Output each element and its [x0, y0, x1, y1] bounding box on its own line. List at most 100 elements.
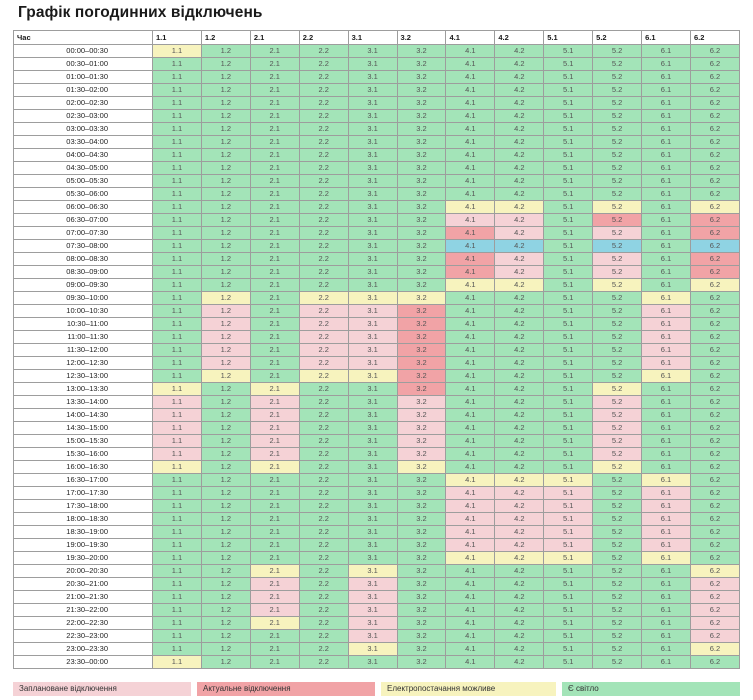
schedule-cell: 4.1: [445, 486, 496, 500]
schedule-cell: 5.2: [592, 499, 643, 513]
schedule-cell: 2.2: [298, 551, 349, 565]
schedule-cell: 1.2: [200, 473, 251, 487]
schedule-cell: 4.2: [494, 655, 545, 669]
schedule-cell: 6.1: [641, 564, 691, 578]
schedule-cell: 4.2: [494, 447, 545, 461]
schedule-cell: 6.1: [641, 83, 691, 97]
schedule-cell: 1.2: [200, 447, 251, 461]
time-slot-label: 00:30–01:00: [13, 57, 153, 71]
schedule-cell: 6.2: [689, 538, 741, 552]
schedule-cell: 5.1: [543, 629, 594, 643]
schedule-cell: 2.1: [249, 629, 300, 643]
schedule-cell: 5.1: [543, 44, 594, 58]
schedule-cell: 2.2: [298, 122, 349, 136]
schedule-cell: 3.1: [347, 330, 398, 344]
time-slot-label: 03:00–03:30: [13, 122, 153, 136]
time-slot-label: 11:00–11:30: [13, 330, 153, 344]
schedule-cell: 4.1: [445, 278, 496, 292]
schedule-cell: 2.2: [298, 278, 349, 292]
schedule-cell: 4.2: [494, 70, 545, 84]
time-slot-label: 18:30–19:00: [13, 525, 153, 539]
schedule-cell: 5.1: [543, 499, 594, 513]
schedule-cell: 6.2: [689, 408, 741, 422]
schedule-cell: 2.1: [249, 512, 300, 526]
schedule-cell: 6.2: [689, 460, 741, 474]
schedule-cell: 5.2: [592, 317, 643, 331]
schedule-cell: 1.1: [152, 317, 202, 331]
schedule-cell: 5.1: [543, 226, 594, 240]
schedule-cell: 6.2: [689, 642, 741, 656]
schedule-cell: 5.2: [592, 629, 643, 643]
table-row: 11:30–12:00 1.1 1.2 2.1 2.2 3.1 3.2 4.1 4.2 5.1 5.…: [13, 343, 741, 357]
schedule-cell: 6.2: [689, 343, 741, 357]
schedule-cell: 3.2: [396, 44, 447, 58]
schedule-cell: 4.2: [494, 525, 545, 539]
schedule-cell: 5.1: [543, 616, 594, 630]
schedule-cell: 1.2: [200, 382, 251, 396]
schedule-cell: 2.2: [298, 200, 349, 214]
legend-item-on: Є світло: [562, 682, 740, 696]
schedule-cell: 4.2: [494, 629, 545, 643]
schedule-cell: 1.2: [200, 616, 251, 630]
schedule-cell: 6.1: [641, 395, 691, 409]
schedule-cell: 3.1: [347, 486, 398, 500]
table-row: 17:00–17:30 1.1 1.2 2.1 2.2 3.1 3.2 4.1 4.2 5.1 5.…: [13, 486, 741, 500]
schedule-cell: 3.1: [347, 460, 398, 474]
schedule-cell: 1.2: [200, 317, 251, 331]
schedule-cell: 5.2: [592, 408, 643, 422]
schedule-cell: 1.1: [152, 434, 202, 448]
schedule-cell: 5.2: [592, 122, 643, 136]
schedule-cell: 3.1: [347, 382, 398, 396]
schedule-cell: 5.2: [592, 538, 643, 552]
schedule-cell: 3.2: [396, 382, 447, 396]
schedule-cell: 6.2: [689, 629, 741, 643]
schedule-cell: 5.2: [592, 252, 643, 266]
schedule-cell: 3.2: [396, 83, 447, 97]
schedule-cell: 3.2: [396, 603, 447, 617]
schedule-cell: 3.2: [396, 265, 447, 279]
schedule-cell: 4.1: [445, 382, 496, 396]
schedule-cell: 3.1: [347, 109, 398, 123]
schedule-cell: 6.2: [689, 564, 741, 578]
schedule-cell: 2.2: [298, 395, 349, 409]
schedule-cell: 2.2: [298, 187, 349, 201]
schedule-cell: 1.2: [200, 278, 251, 292]
schedule-cell: 5.1: [543, 317, 594, 331]
schedule-cell: 1.2: [200, 460, 251, 474]
schedule-cell: 4.2: [494, 421, 545, 435]
time-slot-label: 07:30–08:00: [13, 239, 153, 253]
schedule-cell: 1.1: [152, 460, 202, 474]
schedule-cell: 2.2: [298, 577, 349, 591]
table-row: 09:30–10:00 1.1 1.2 2.1 2.2 3.1 3.2 4.1 4.2 5.1 5.…: [13, 291, 741, 305]
schedule-cell: 1.1: [152, 265, 202, 279]
time-slot-label: 11:30–12:00: [13, 343, 153, 357]
time-slot-label: 20:00–20:30: [13, 564, 153, 578]
schedule-cell: 3.2: [396, 499, 447, 513]
schedule-cell: 3.2: [396, 577, 447, 591]
schedule-cell: 5.2: [592, 213, 643, 227]
schedule-cell: 1.2: [200, 564, 251, 578]
schedule-cell: 1.2: [200, 330, 251, 344]
schedule-cell: 2.1: [249, 382, 300, 396]
schedule-cell: 2.2: [298, 421, 349, 435]
schedule-cell: 4.1: [445, 395, 496, 409]
schedule-cell: 1.1: [152, 122, 202, 136]
schedule-cell: 1.1: [152, 278, 202, 292]
schedule-cell: 3.2: [396, 291, 447, 305]
schedule-cell: 3.2: [396, 369, 447, 383]
schedule-cell: 6.2: [689, 83, 741, 97]
schedule-cell: 6.1: [641, 239, 691, 253]
schedule-cell: 5.1: [543, 70, 594, 84]
schedule-cell: 2.2: [298, 252, 349, 266]
table-row: 01:00–01:30 1.1 1.2 2.1 2.2 3.1 3.2 4.1 4.2 5.1 5.…: [13, 70, 741, 84]
schedule-cell: 3.2: [396, 317, 447, 331]
schedule-cell: 3.1: [347, 343, 398, 357]
schedule-cell: 5.1: [543, 564, 594, 578]
schedule-cell: 5.2: [592, 434, 643, 448]
schedule-cell: 6.2: [689, 330, 741, 344]
schedule-cell: 5.1: [543, 83, 594, 97]
time-slot-label: 22:00–22:30: [13, 616, 153, 630]
schedule-cell: 4.2: [494, 616, 545, 630]
schedule-cell: 5.1: [543, 460, 594, 474]
schedule-cell: 2.1: [249, 44, 300, 58]
